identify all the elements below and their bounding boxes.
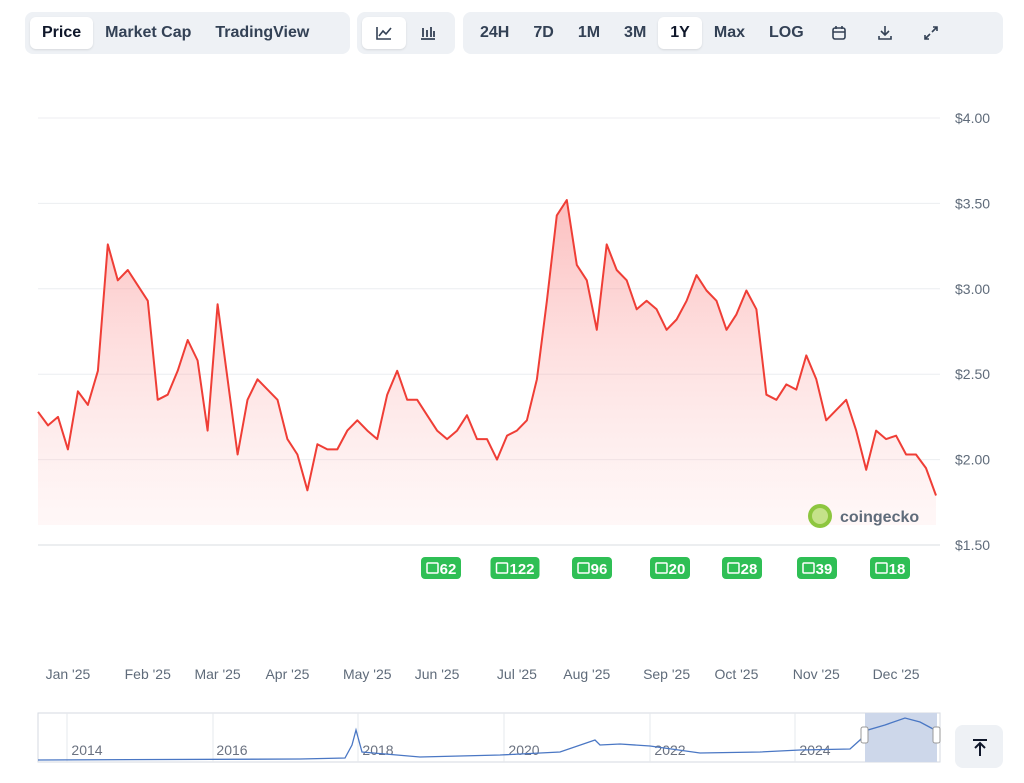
news-badge[interactable]: 62: [421, 557, 461, 579]
y-tick-label: $3.50: [955, 195, 990, 211]
range[interactable]: 3M: [624, 24, 647, 41]
y-tick-label: $2.50: [955, 366, 990, 382]
badge-icon: [802, 562, 815, 574]
news-count: 39: [816, 561, 833, 578]
watermark: coingecko: [808, 504, 919, 528]
nav-year: 2014: [71, 742, 102, 758]
news-badge[interactable]: 39: [797, 557, 837, 579]
nav-year: 2022: [654, 742, 685, 758]
expand-icon[interactable]: [908, 17, 954, 49]
news-badge[interactable]: 96: [572, 557, 612, 579]
x-tick-label: Mar '25: [194, 666, 240, 682]
icon: [923, 26, 938, 40]
x-tick-label: Aug '25: [563, 666, 610, 682]
download-icon[interactable]: [862, 17, 908, 49]
y-tick-label: $3.00: [955, 281, 990, 297]
news-badge[interactable]: 18: [870, 557, 910, 579]
icon: [877, 26, 892, 40]
icon: [831, 26, 846, 40]
y-tick-label: $4.00: [955, 110, 990, 126]
badge-icon: [577, 562, 590, 574]
x-tick-label: Nov '25: [793, 666, 840, 682]
nav-year: 2020: [508, 742, 539, 758]
badge-icon: [655, 562, 668, 574]
x-tick-label: Jul '25: [497, 666, 537, 682]
tab[interactable]: Market Cap: [105, 24, 192, 41]
icon: [376, 27, 392, 40]
scroll-top[interactable]: [955, 725, 1003, 768]
y-tick-label: $2.00: [955, 452, 990, 468]
x-tick-label: Oct '25: [714, 666, 758, 682]
news-badge[interactable]: 28: [722, 557, 762, 579]
tab[interactable]: Price: [30, 17, 94, 49]
x-tick-label: Jun '25: [415, 666, 460, 682]
news-count: 20: [669, 561, 686, 578]
news-badge[interactable]: 122: [490, 557, 540, 579]
x-tick-label: Dec '25: [873, 666, 920, 682]
chart-style: [357, 12, 455, 54]
candle-icon[interactable]: [406, 17, 450, 49]
range[interactable]: 1M: [577, 24, 601, 41]
nav-year: 2018: [362, 742, 393, 758]
badge-icon: [426, 562, 439, 574]
tab[interactable]: TradingView: [215, 24, 310, 41]
x-tick-label: May '25: [343, 666, 392, 682]
x-tick-label: Sep '25: [643, 666, 690, 682]
badge-icon: [495, 562, 509, 574]
view-tabs: Price Market Cap TradingView: [25, 12, 350, 54]
price-line: [37, 199, 937, 496]
range[interactable]: Max: [713, 24, 745, 41]
range[interactable]: 1Y: [658, 17, 702, 49]
range[interactable]: LOG: [768, 24, 804, 41]
y-tick-label: $1.50: [955, 537, 990, 553]
news-count: 122: [509, 561, 534, 578]
nav-year: 2016: [216, 742, 247, 758]
badge-icon: [875, 562, 888, 574]
watermark-text: coingecko: [840, 509, 919, 526]
x-tick-label: Feb '25: [125, 666, 171, 682]
news-count: 18: [889, 561, 906, 578]
area-fill: [38, 200, 936, 525]
x-tick-label: Jan '25: [46, 666, 91, 682]
x-tick-label: Apr '25: [265, 666, 309, 682]
news-count: 28: [741, 561, 758, 578]
badge-icon: [727, 562, 740, 574]
range-tabs: 24H 7D 1M 3M 1Y Max LOG: [463, 12, 1003, 54]
range[interactable]: 24H: [480, 24, 510, 41]
range[interactable]: 7D: [533, 24, 554, 41]
navigator: 2014 2016 2018 2020 2022 2024: [37, 712, 941, 763]
icon: [421, 27, 435, 40]
nav-selection[interactable]: [865, 713, 937, 762]
calendar-icon[interactable]: [816, 17, 862, 49]
news-count: 62: [440, 561, 457, 578]
news-badge[interactable]: 20: [650, 557, 690, 579]
line-icon[interactable]: [362, 17, 406, 49]
news-count: 96: [591, 561, 608, 578]
